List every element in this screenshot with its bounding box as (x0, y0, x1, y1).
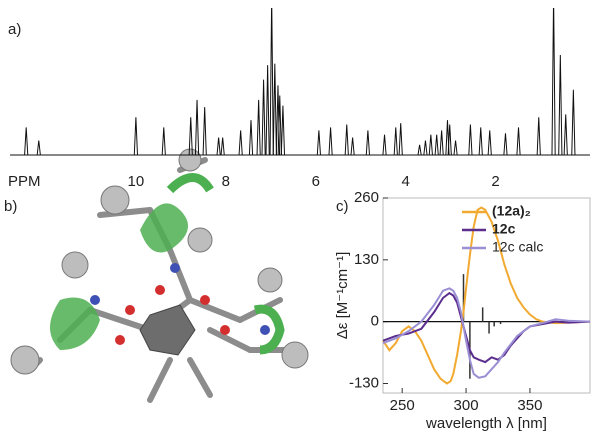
peak (238, 130, 243, 156)
peak (220, 137, 225, 156)
peak (571, 89, 576, 156)
x-tick-label: 2 (491, 173, 499, 190)
y-tick-label: 260 (354, 189, 379, 206)
x-tick-label: 300 (454, 397, 479, 414)
x-axis-label: PPM (8, 173, 41, 190)
peak (344, 124, 349, 156)
peak (188, 117, 193, 156)
x-tick-label: 4 (401, 173, 409, 190)
peak (417, 144, 422, 156)
peak (280, 105, 286, 156)
peak (316, 130, 321, 156)
y-tick-label: 130 (354, 251, 379, 268)
peak (393, 127, 398, 156)
molecule-picture (10, 148, 309, 403)
y-tick-label: -130 (349, 374, 379, 391)
peak (272, 63, 277, 156)
peak (536, 117, 541, 156)
peak (202, 107, 207, 156)
peak (434, 134, 439, 156)
peak (478, 127, 483, 156)
peak (328, 127, 333, 156)
peak (161, 127, 166, 156)
peak (453, 140, 458, 156)
x-tick-label: 250 (390, 397, 415, 414)
peak (516, 127, 521, 156)
panel-label: c) (336, 198, 349, 215)
peak (24, 127, 29, 156)
series-line (382, 206, 591, 385)
plot-frame (382, 197, 591, 394)
peak (133, 117, 138, 156)
series-line (382, 287, 591, 379)
peak (248, 120, 254, 156)
peak (382, 134, 387, 156)
peak (350, 137, 355, 156)
peak (269, 8, 274, 156)
y-tick-label: 0 (371, 313, 379, 330)
x-tick-label: 350 (517, 397, 542, 414)
x-axis-label: wavelength λ [nm] (425, 415, 547, 432)
panel-label: a) (8, 21, 21, 38)
peak (439, 130, 444, 156)
peak (261, 79, 266, 156)
peak (503, 133, 508, 156)
peak (563, 114, 568, 156)
peak (216, 137, 221, 156)
legend-label: 12c calc (492, 239, 543, 255)
peak (551, 8, 556, 156)
legend-label: (12a)₂ (492, 203, 531, 219)
x-tick-label: 6 (312, 173, 320, 190)
peak (277, 95, 282, 156)
peak (487, 130, 492, 156)
peak (468, 124, 473, 156)
x-tick-label: 8 (222, 173, 230, 190)
peak (428, 134, 433, 156)
peak (256, 99, 261, 156)
spectrum-plot (10, 8, 590, 156)
peak (447, 124, 452, 156)
peak (265, 65, 270, 156)
x-tick-label: 10 (128, 173, 145, 190)
peak (398, 123, 403, 156)
peak (423, 140, 428, 156)
legend-label: 12c (492, 221, 516, 237)
peak (365, 130, 370, 156)
y-axis-label: Δε [M⁻¹cm⁻¹] (334, 252, 351, 340)
peak (194, 99, 200, 156)
peak (36, 140, 41, 156)
panel-label: b) (4, 198, 17, 215)
peak (558, 54, 563, 156)
